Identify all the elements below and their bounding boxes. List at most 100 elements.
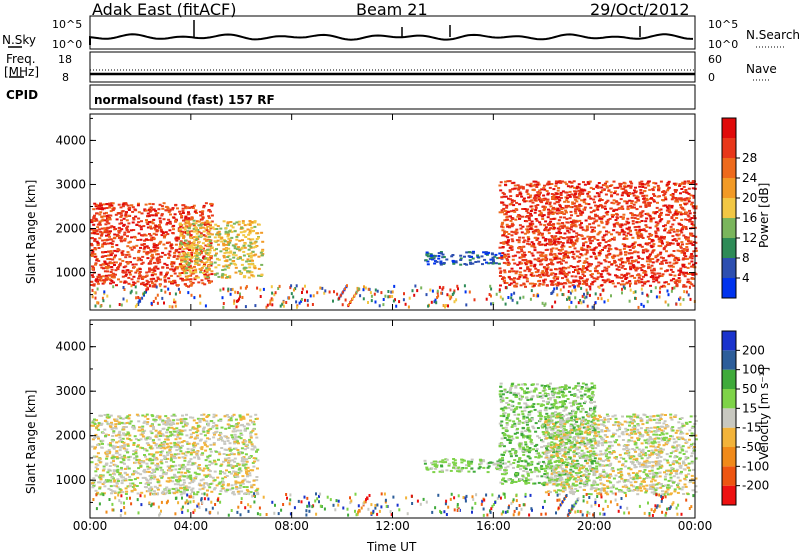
power-ground-cell xyxy=(498,288,501,292)
power-cell xyxy=(533,265,536,268)
power-cell xyxy=(527,270,531,273)
power-cell xyxy=(164,209,168,212)
power-ground-cell xyxy=(155,285,158,289)
velocity-cell xyxy=(107,449,111,452)
velocity-cell xyxy=(169,459,173,462)
power-cell xyxy=(628,199,632,202)
power-cell xyxy=(175,237,179,240)
power-cell xyxy=(529,212,532,215)
power-cell xyxy=(686,219,690,221)
power-ground-cell xyxy=(296,305,298,309)
velocity-cell xyxy=(144,455,147,458)
power-cell xyxy=(186,230,189,233)
power-cell xyxy=(223,268,227,271)
power-cell xyxy=(185,247,189,250)
power-cell xyxy=(556,261,560,264)
power-cell xyxy=(676,249,680,252)
power-cell xyxy=(119,212,123,215)
power-cell xyxy=(442,256,446,258)
power-cell xyxy=(102,275,106,278)
power-cell xyxy=(691,234,695,237)
power-cell xyxy=(109,210,113,213)
power-cell xyxy=(584,253,588,256)
power-cell xyxy=(115,244,119,247)
power-cell xyxy=(565,221,569,224)
power-cell xyxy=(680,231,684,234)
power-cell xyxy=(515,270,519,273)
power-cell xyxy=(590,282,593,285)
power-cell xyxy=(193,225,197,228)
power-cell xyxy=(205,261,209,264)
power-cell xyxy=(133,236,137,239)
power-cell xyxy=(618,184,622,187)
power-cell xyxy=(577,192,581,195)
power-cell xyxy=(167,280,171,283)
power-cell xyxy=(629,275,633,278)
power-cell xyxy=(680,207,684,210)
power-ground-cell xyxy=(594,301,597,305)
velocity-cell xyxy=(238,415,242,418)
power-cell xyxy=(424,259,428,262)
power-cell xyxy=(661,273,665,276)
power-cell xyxy=(657,189,661,192)
power-cell xyxy=(635,231,639,234)
power-cell xyxy=(442,262,446,264)
power-ground-cell xyxy=(338,296,341,300)
power-cell xyxy=(205,251,209,254)
power-cell xyxy=(670,206,674,209)
power-ground-cell xyxy=(231,287,234,291)
power-cell xyxy=(548,201,552,204)
power-cell xyxy=(621,230,625,233)
power-cell xyxy=(208,281,211,284)
power-ground-cell xyxy=(594,292,597,296)
power-cell xyxy=(153,226,157,229)
power-cell xyxy=(684,212,688,215)
power-cell xyxy=(592,210,596,213)
power-cell xyxy=(537,195,541,198)
power-cell xyxy=(599,220,603,223)
power-cell xyxy=(459,257,463,260)
power-cell xyxy=(682,284,686,287)
power-cell xyxy=(530,224,534,227)
power-cell xyxy=(180,243,184,246)
power-cell xyxy=(581,267,585,270)
power-cell xyxy=(572,202,576,205)
power-ground-cell xyxy=(403,292,405,296)
power-ground-cell xyxy=(171,305,174,309)
power-cell xyxy=(650,264,654,267)
power-cell xyxy=(634,280,638,283)
power-ground-cell xyxy=(168,305,171,309)
power-cell xyxy=(199,224,203,227)
power-cell xyxy=(144,234,148,237)
power-cell xyxy=(564,251,568,254)
power-cell xyxy=(439,251,443,253)
power-cell xyxy=(665,241,669,244)
power-cell xyxy=(533,230,537,233)
power-cell xyxy=(239,272,243,275)
power-cell xyxy=(687,262,691,265)
power-cell xyxy=(543,188,547,191)
power-ground-cell xyxy=(382,298,385,301)
power-cell xyxy=(626,205,630,208)
power-cell xyxy=(101,208,104,211)
power-cell xyxy=(185,272,189,275)
power-cell xyxy=(109,282,113,285)
power-cell xyxy=(182,241,186,244)
power-cell xyxy=(151,222,155,225)
power-cell xyxy=(664,281,668,284)
power-ground-cell xyxy=(519,296,522,300)
power-cell xyxy=(543,258,547,261)
velocity-cell xyxy=(160,462,164,465)
power-cell xyxy=(192,265,196,268)
power-cell xyxy=(145,221,149,224)
power-cell xyxy=(206,221,210,224)
power-cell xyxy=(514,285,518,288)
power-cell xyxy=(217,264,221,267)
power-cell xyxy=(592,248,596,251)
power-cell xyxy=(502,234,506,237)
power-cell xyxy=(571,256,575,258)
power-cell xyxy=(517,239,521,242)
power-cell xyxy=(541,283,545,286)
velocity-cell xyxy=(172,423,176,425)
velocity-cell xyxy=(162,423,166,426)
